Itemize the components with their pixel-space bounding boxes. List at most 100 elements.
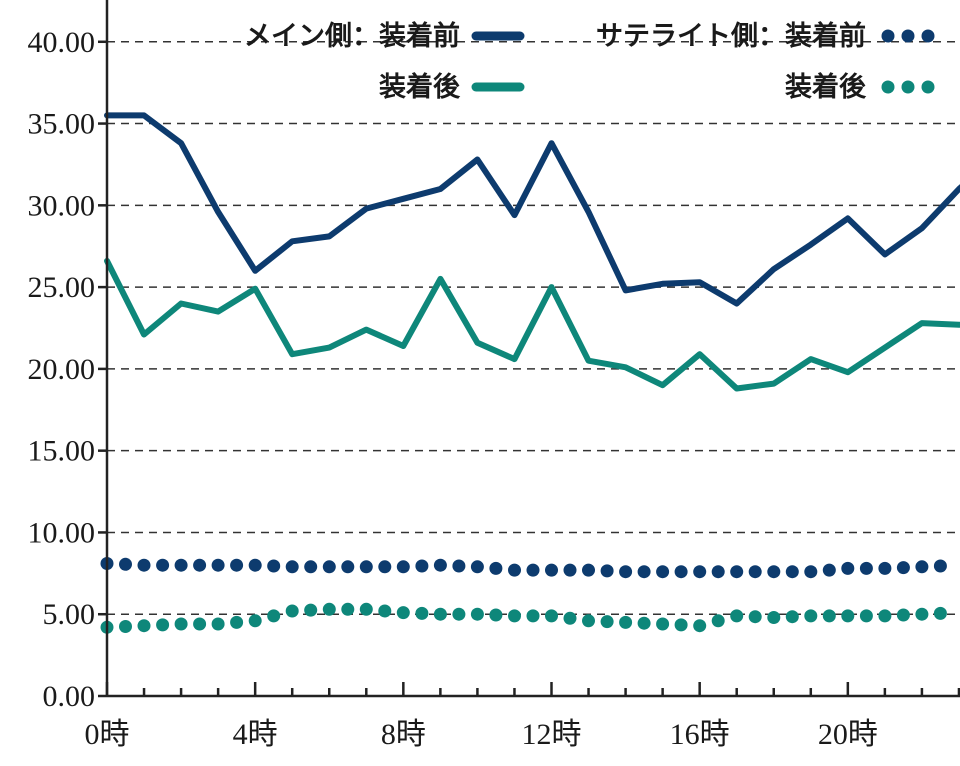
series-point <box>859 561 873 575</box>
series-point <box>174 617 188 631</box>
series-line-1 <box>104 257 960 392</box>
series-point <box>674 565 688 579</box>
series-point <box>711 565 725 579</box>
series-point <box>878 561 892 575</box>
series-point <box>378 604 392 618</box>
series-point <box>285 560 299 574</box>
legend-label: 装着後 <box>379 71 461 103</box>
series-point <box>359 560 373 574</box>
y-tick-label: 25.00 <box>28 271 96 304</box>
series-point <box>415 606 429 620</box>
series-point <box>767 565 781 579</box>
series-point <box>378 560 392 574</box>
series-point <box>267 609 281 623</box>
series-point <box>304 560 318 574</box>
series-point <box>730 565 744 579</box>
series-point <box>563 563 577 577</box>
y-tick-label: 10.00 <box>28 516 96 549</box>
legend-label: 装着後 <box>785 71 867 103</box>
series-point <box>785 565 799 579</box>
series-point <box>415 559 429 573</box>
y-tick-label: 5.00 <box>43 598 96 631</box>
series-point <box>526 563 540 577</box>
series-point <box>748 610 762 624</box>
series-point <box>878 609 892 623</box>
series-point <box>285 604 299 618</box>
series-point <box>600 564 614 578</box>
series-point <box>693 619 707 633</box>
series-point <box>674 618 688 632</box>
series-point <box>841 561 855 575</box>
series-point <box>489 561 503 575</box>
series-point <box>619 565 633 579</box>
series-point <box>193 558 207 572</box>
series-point <box>193 617 207 631</box>
y-tick-label: 30.00 <box>28 189 96 222</box>
y-tick-label: 35.00 <box>28 108 96 141</box>
series-point <box>119 620 132 633</box>
y-tick-label: 20.00 <box>28 353 96 386</box>
series-point <box>822 563 836 577</box>
legend-swatch <box>921 80 935 94</box>
series-point <box>915 560 929 574</box>
series-point <box>896 608 910 622</box>
series-point <box>322 602 336 616</box>
y-tick-label: 40.00 <box>28 26 96 59</box>
legend-swatch <box>901 80 915 94</box>
series-point <box>822 609 836 623</box>
series-point <box>433 607 447 621</box>
series-point <box>230 615 244 629</box>
series-point <box>248 614 262 628</box>
series-point <box>656 617 670 631</box>
series-dots-2 <box>100 557 947 579</box>
legend-label: メイン側：装着前 <box>244 20 460 52</box>
x-tick-label: 12時 <box>522 718 582 751</box>
series-point <box>470 607 484 621</box>
series-point <box>211 617 225 631</box>
axis-layer: 0.00 5.00 10.00 15.00 20.00 25.00 30.00 35.00 40… <box>28 0 960 751</box>
series-point <box>804 565 818 579</box>
series-point <box>322 560 336 574</box>
series-point <box>841 609 855 623</box>
series-point <box>508 563 521 577</box>
series-point <box>730 609 744 623</box>
series-point <box>396 606 410 620</box>
legend-label: サテライト側：装着前 <box>596 20 866 52</box>
series-point <box>767 611 781 624</box>
series-point <box>433 558 447 572</box>
grid-layer <box>107 41 960 615</box>
x-tick-label: 16時 <box>670 718 730 751</box>
series-point <box>915 607 929 621</box>
legend-swatch <box>901 29 915 43</box>
series-point <box>359 602 373 616</box>
series-point <box>582 614 595 628</box>
series-point <box>896 561 910 575</box>
series-point <box>470 560 484 574</box>
series-point <box>489 608 503 622</box>
series-point <box>119 557 132 571</box>
series-line-0 <box>104 112 960 307</box>
x-tick-label: 8時 <box>381 718 426 751</box>
series-point <box>267 559 281 573</box>
series-point <box>137 558 151 572</box>
y-tick-label: 15.00 <box>28 435 96 468</box>
series-point <box>933 559 947 573</box>
series-dots-3 <box>100 602 947 634</box>
series-point <box>619 615 633 629</box>
series-point <box>156 618 170 632</box>
series-point <box>396 560 410 574</box>
x-tick-label: 0時 <box>85 718 130 751</box>
legend-swatch <box>881 29 895 43</box>
series-point <box>137 619 151 633</box>
series-point <box>563 611 577 625</box>
series-point <box>452 559 466 573</box>
series-point <box>637 565 651 579</box>
legend-swatch <box>881 80 895 94</box>
series-point <box>545 609 558 623</box>
series-point <box>933 606 947 620</box>
series-point <box>582 563 595 577</box>
series-point <box>211 558 225 572</box>
series-point <box>693 565 707 579</box>
series-point <box>804 609 818 623</box>
